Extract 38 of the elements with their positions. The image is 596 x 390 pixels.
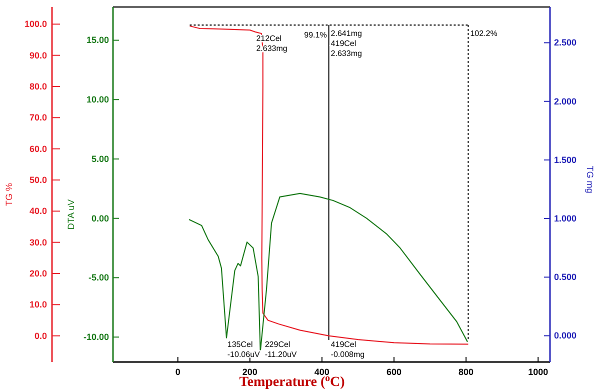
y2-tick-label: 90.0 [29, 50, 47, 60]
annotation: 99.1% [304, 30, 327, 40]
y3-tick-label: 1.000 [554, 214, 577, 224]
y3-axis-title: TG mg [585, 166, 595, 194]
y-tick-label: 15.00 [86, 35, 109, 46]
y3-tick-label: 1.500 [554, 154, 577, 165]
annotation: 135Cel -10.06uV [227, 340, 261, 359]
y2-tick-label: 80.0 [29, 81, 47, 92]
y2-tick-label: 60.0 [29, 144, 47, 154]
y2-tick-label: 50.0 [29, 174, 47, 185]
y-axis-title: DTA uV [66, 199, 76, 230]
x-tick-label: 600 [386, 367, 402, 377]
y2-tick-label: 70.0 [29, 112, 47, 123]
y-tick-label: 0.00 [91, 213, 109, 224]
annotation: 229Cel -11.20uV [264, 340, 298, 359]
y-tick-label: 5.00 [91, 154, 109, 164]
annotation: 2.641mg 419Cel 2.633mg [330, 29, 362, 58]
x-tick-label: 200 [242, 367, 258, 377]
y3-tick-label: 0.000 [554, 330, 577, 341]
y2-tick-label: 10.0 [29, 300, 47, 310]
x-tick-label: 400 [314, 367, 330, 377]
y2-tick-label: 0.0 [34, 330, 47, 341]
x-tick-label: 1000 [528, 367, 548, 377]
annotation: 419Cel -0.008mg [330, 340, 365, 359]
x-tick-label: 800 [458, 367, 474, 377]
y3-tick-label: 2.000 [554, 96, 577, 106]
y2-tick-label: 40.0 [29, 206, 47, 216]
y2-tick-label: 30.0 [29, 237, 47, 248]
y2-tick-label: 100.0 [24, 19, 47, 30]
y2-tick-label: 20.0 [29, 268, 47, 278]
y2-axis-title: TG % [4, 182, 14, 206]
y3-tick-label: 2.500 [554, 38, 577, 48]
y3-tick-label: 0.500 [554, 272, 577, 282]
y-tick-label: 10.00 [86, 94, 109, 105]
y-tick-label: -10.00 [83, 332, 109, 342]
y-tick-label: -5.00 [88, 272, 109, 283]
x-tick-label: 0 [175, 367, 180, 377]
annotation: 102.2% [470, 29, 498, 38]
